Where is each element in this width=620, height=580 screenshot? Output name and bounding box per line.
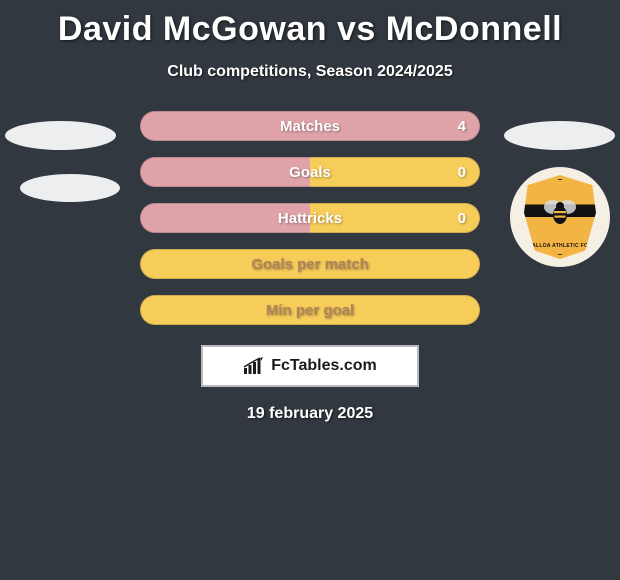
- bar-label: Min per goal: [266, 302, 354, 319]
- watermark-box: FcTables.com: [201, 345, 419, 387]
- page-subtitle: Club competitions, Season 2024/2025: [0, 63, 620, 81]
- bar-goals: Goals 0: [140, 157, 480, 187]
- club-shield: ALLOA ATHLETIC FC: [524, 175, 596, 259]
- wasp-icon: [542, 197, 578, 227]
- left-marker-ellipse-1: [5, 121, 116, 150]
- bar-chart-icon: [243, 357, 265, 375]
- bar-min-per-goal: Min per goal: [140, 295, 480, 325]
- bar-label: Matches: [280, 118, 340, 135]
- stat-bars: Matches 4 Goals 0 Hattricks 0 Goals per …: [140, 111, 480, 325]
- bar-value-right: 4: [458, 118, 466, 135]
- right-marker-ellipse: [504, 121, 615, 150]
- shield-text: ALLOA ATHLETIC FC: [524, 243, 596, 249]
- bar-value-right: 0: [458, 164, 466, 181]
- bar-matches: Matches 4: [140, 111, 480, 141]
- footer-date: 19 february 2025: [0, 405, 620, 423]
- left-marker-ellipse-2: [20, 174, 120, 202]
- club-badge-right: ALLOA ATHLETIC FC: [510, 167, 610, 267]
- watermark-text: FcTables.com: [271, 357, 377, 375]
- bar-label: Goals: [289, 164, 331, 181]
- bar-label: Goals per match: [251, 256, 369, 273]
- bar-value-right: 0: [458, 210, 466, 227]
- comparison-content: ALLOA ATHLETIC FC Matches 4 Goals 0 H: [0, 111, 620, 423]
- bar-hattricks: Hattricks 0: [140, 203, 480, 233]
- page-title: David McGowan vs McDonnell: [0, 0, 620, 49]
- bar-label: Hattricks: [278, 210, 342, 227]
- bar-goals-per-match: Goals per match: [140, 249, 480, 279]
